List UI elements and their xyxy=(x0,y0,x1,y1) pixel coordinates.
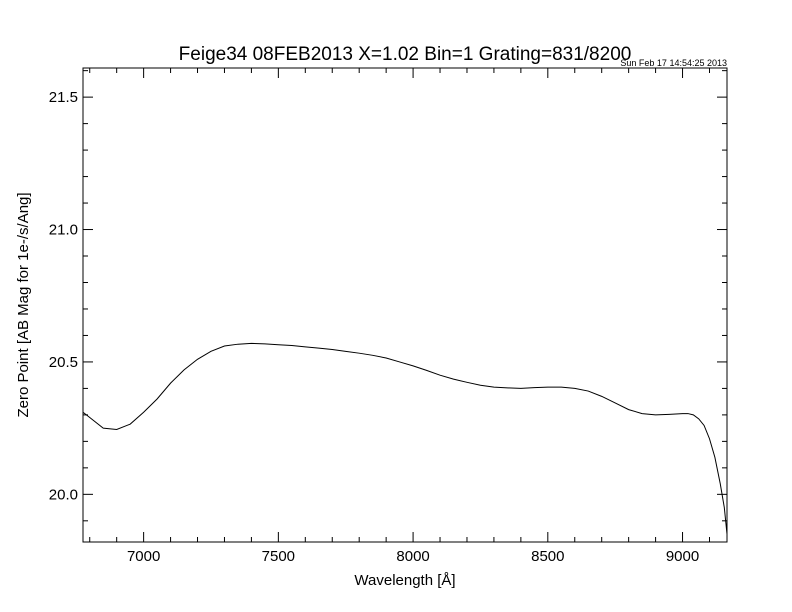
x-tick-label: 7500 xyxy=(262,548,295,565)
y-axis-tick-labels: 20.0 20.5 21.0 21.5 xyxy=(49,89,78,503)
x-tick-label: 7000 xyxy=(127,548,160,565)
x-tick-label: 8000 xyxy=(396,548,429,565)
zero-point-curve xyxy=(82,342,728,535)
x-tick-label: 8500 xyxy=(531,548,564,565)
y-tick-label: 20.5 xyxy=(49,354,78,371)
x-axis-ticks xyxy=(89,68,710,542)
x-axis-tick-labels: 7000 7500 8000 8500 9000 xyxy=(127,548,699,565)
chart-title: Feige34 08FEB2013 X=1.02 Bin=1 Grating=8… xyxy=(179,44,632,65)
y-axis-ticks xyxy=(83,70,727,522)
plot-frame xyxy=(82,67,728,543)
y-tick-label: 20.0 xyxy=(49,486,78,503)
x-axis-label: Wavelength [Å] xyxy=(354,572,455,589)
y-axis-label: Zero Point [AB Mag for 1e-/s/Ang] xyxy=(15,192,32,417)
x-tick-label: 9000 xyxy=(666,548,699,565)
y-tick-label: 21.0 xyxy=(49,222,78,239)
timestamp: Sun Feb 17 14:54:25 2013 xyxy=(620,58,727,68)
y-tick-label: 21.5 xyxy=(49,89,78,106)
